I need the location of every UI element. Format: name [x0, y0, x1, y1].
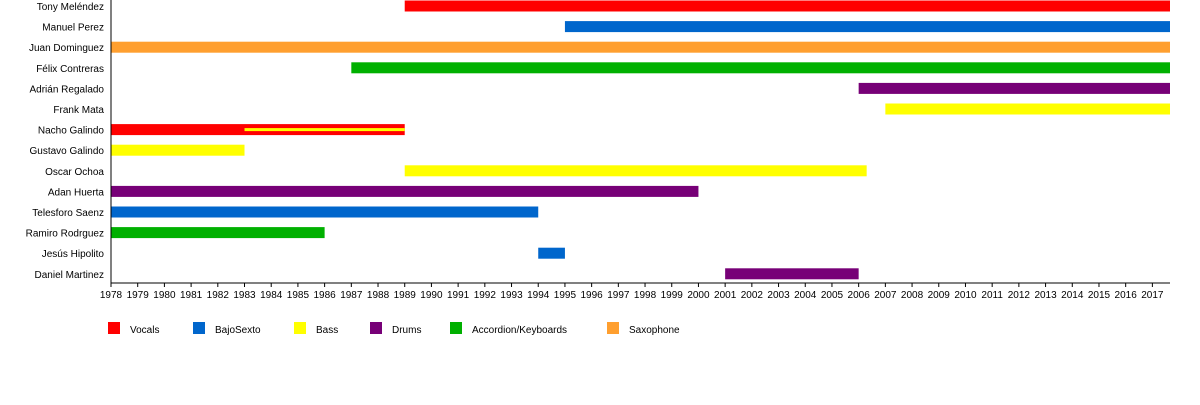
bar-accordion	[351, 62, 1170, 74]
legend-swatch-bajo	[193, 322, 205, 334]
bar-bass	[885, 103, 1170, 115]
bar-bass	[111, 144, 245, 156]
member-label: Frank Mata	[53, 105, 104, 116]
member-label: Manuel Perez	[42, 23, 104, 34]
bar-bajo	[564, 21, 1170, 33]
x-tick-label: 1980	[153, 290, 176, 301]
x-tick-label: 1986	[313, 290, 336, 301]
x-tick-label: 2017	[1141, 290, 1164, 301]
member-label: Telesforo Saenz	[32, 208, 104, 219]
x-tick-label: 1981	[180, 290, 203, 301]
x-tick-label: 1993	[500, 290, 523, 301]
bar-bass	[244, 128, 405, 132]
member-label: Adan Huerta	[48, 187, 105, 198]
member-label: Oscar Ochoa	[45, 167, 104, 178]
member-label: Gustavo Galindo	[30, 146, 105, 157]
legend-label: BajoSexto	[215, 325, 261, 336]
member-label: Nacho Galindo	[38, 126, 105, 137]
member-label: Tony Meléndez	[37, 2, 104, 13]
member-label: Jesús Hipolito	[42, 249, 105, 260]
x-tick-label: 2012	[1008, 290, 1031, 301]
x-tick-label: 1994	[527, 290, 550, 301]
x-tick-label: 1979	[127, 290, 150, 301]
bar-accordion	[111, 227, 325, 239]
x-tick-label: 2016	[1115, 290, 1138, 301]
member-label: Ramiro Rodrguez	[26, 229, 104, 240]
x-tick-label: 1996	[581, 290, 604, 301]
x-tick-label: 2008	[901, 290, 924, 301]
bar-vocals	[404, 0, 1170, 12]
x-tick-label: 2013	[1034, 290, 1057, 301]
bar-sax	[111, 41, 1170, 53]
legend-swatch-bass	[294, 322, 306, 334]
legend-swatch-accordion	[450, 322, 462, 334]
x-tick-label: 1987	[340, 290, 363, 301]
x-tick-label: 2002	[741, 290, 764, 301]
x-tick-label: 2007	[874, 290, 897, 301]
x-tick-label: 2005	[821, 290, 844, 301]
x-tick-label: 1984	[260, 290, 283, 301]
bar-drums	[858, 82, 1170, 94]
x-tick-label: 2015	[1088, 290, 1111, 301]
x-tick-label: 2006	[848, 290, 871, 301]
x-tick-label: 2000	[687, 290, 710, 301]
x-tick-label: 2010	[954, 290, 977, 301]
x-tick-label: 1992	[474, 290, 497, 301]
x-tick-label: 1985	[287, 290, 310, 301]
x-tick-label: 1978	[100, 290, 123, 301]
legend-swatch-vocals	[108, 322, 120, 334]
x-tick-label: 1982	[207, 290, 230, 301]
x-tick-label: 2001	[714, 290, 737, 301]
x-tick-label: 1983	[233, 290, 256, 301]
x-tick-label: 2009	[928, 290, 951, 301]
bar-bajo	[111, 206, 539, 218]
x-tick-label: 1990	[420, 290, 443, 301]
legend-label: Drums	[392, 325, 421, 336]
x-tick-label: 1995	[554, 290, 577, 301]
legend-label: Bass	[316, 325, 338, 336]
x-tick-label: 1997	[607, 290, 630, 301]
bar-drums	[725, 268, 859, 280]
legend-label: Saxophone	[629, 325, 680, 336]
legend-label: Vocals	[130, 325, 159, 336]
x-tick-label: 1989	[394, 290, 417, 301]
member-label: Félix Contreras	[36, 64, 104, 75]
x-tick-label: 1988	[367, 290, 390, 301]
bar-bass	[404, 165, 867, 177]
x-tick-label: 1991	[447, 290, 470, 301]
legend-swatch-drums	[370, 322, 382, 334]
x-tick-label: 1998	[634, 290, 657, 301]
member-label: Adrián Regalado	[30, 84, 105, 95]
x-tick-label: 2014	[1061, 290, 1084, 301]
x-tick-label: 2003	[767, 290, 790, 301]
legend-swatch-sax	[607, 322, 619, 334]
bar-drums	[111, 185, 699, 197]
legend-label: Accordion/Keyboards	[472, 325, 567, 336]
bar-bajo	[538, 247, 565, 259]
member-label: Daniel Martinez	[35, 270, 104, 281]
x-tick-label: 1999	[661, 290, 684, 301]
x-tick-label: 2004	[794, 290, 817, 301]
x-tick-label: 2011	[981, 290, 1003, 301]
member-label: Juan Dominguez	[29, 43, 104, 54]
